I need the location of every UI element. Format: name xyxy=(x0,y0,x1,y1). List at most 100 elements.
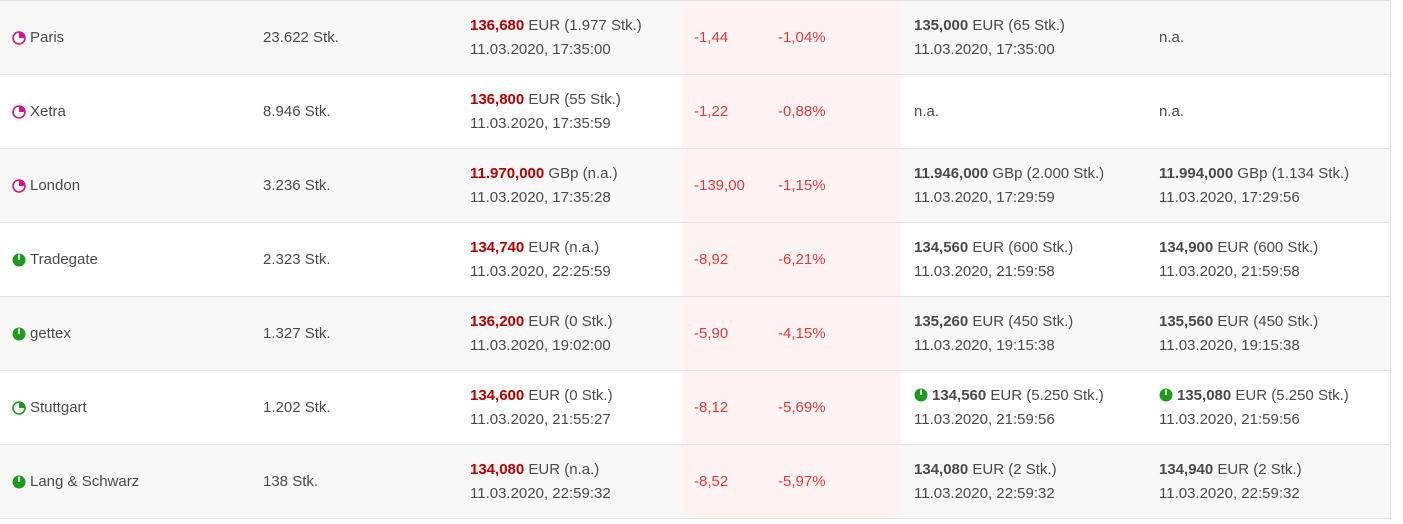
ask-unit: EUR (5.250 Stk.) xyxy=(1235,386,1349,404)
change-abs: -5,90 xyxy=(694,324,729,342)
bid-price: 135,000 xyxy=(914,16,969,34)
change-abs: -8,92 xyxy=(694,250,729,268)
last-price: 136,680 xyxy=(470,16,525,34)
bid-unit: EUR (600 Stk.) xyxy=(972,238,1074,256)
bid-cell: 135,260 EUR (450 Stk.) 11.03.2020, 19:15… xyxy=(914,297,1073,370)
bid-price: 134,560 xyxy=(914,238,969,256)
venue-cell[interactable]: London xyxy=(12,149,80,222)
ask-cell: 135,080 EUR (5.250 Stk.) 11.03.2020, 21:… xyxy=(1159,371,1349,444)
last-price-cell: 136,680 EUR (1.977 Stk.) 11.03.2020, 17:… xyxy=(470,1,642,74)
table-row: Stuttgart 1.202 Stk. 134,600 EUR (0 Stk.… xyxy=(0,371,1390,445)
last-price-cell: 134,740 EUR (n.a.) 11.03.2020, 22:25:59 xyxy=(470,223,611,296)
last-price-cell: 134,600 EUR (0 Stk.) 11.03.2020, 21:55:2… xyxy=(470,371,613,444)
ask-price: 134,940 xyxy=(1159,460,1214,478)
bid-cell: 11.946,000 GBp (2.000 Stk.) 11.03.2020, … xyxy=(914,149,1104,222)
table-row: Paris 23.622 Stk. 136,680 EUR (1.977 Stk… xyxy=(0,1,1390,75)
clock-green-icon xyxy=(1159,388,1173,401)
venue-cell[interactable]: gettex xyxy=(12,297,71,370)
change-pct: -6,21% xyxy=(778,250,826,268)
bid-price: 134,560 xyxy=(932,386,987,404)
last-unit: GBp (n.a.) xyxy=(548,164,618,182)
venue-name: Stuttgart xyxy=(30,398,87,416)
last-price-cell: 136,200 EUR (0 Stk.) 11.03.2020, 19:02:0… xyxy=(470,297,613,370)
ask-price: 11.994,000 xyxy=(1159,164,1234,182)
last-time: 11.03.2020, 21:55:27 xyxy=(470,410,611,428)
ask-time: 11.03.2020, 22:59:32 xyxy=(1159,484,1300,502)
change-pct: -5,69% xyxy=(778,398,826,416)
last-time: 11.03.2020, 17:35:00 xyxy=(470,40,611,58)
bid-time: 11.03.2020, 19:15:38 xyxy=(914,336,1055,354)
bid-cell: 135,000 EUR (65 Stk.) 11.03.2020, 17:35:… xyxy=(914,1,1065,74)
change-abs: -8,52 xyxy=(694,472,729,490)
last-unit: EUR (55 Stk.) xyxy=(528,90,621,108)
last-time: 11.03.2020, 17:35:28 xyxy=(470,188,611,206)
venue-cell[interactable]: Lang & Schwarz xyxy=(12,445,139,518)
venue-cell[interactable]: Stuttgart xyxy=(12,371,87,444)
change-pct: -1,15% xyxy=(778,176,826,194)
last-price: 134,080 xyxy=(470,460,525,478)
bid-unit: EUR (2 Stk.) xyxy=(972,460,1057,478)
ask-unit: EUR (2 Stk.) xyxy=(1217,460,1302,478)
ask-na: n.a. xyxy=(1159,28,1185,46)
ask-time: 11.03.2020, 21:59:56 xyxy=(1159,410,1300,428)
venue-name: Tradegate xyxy=(30,250,98,268)
venue-cell[interactable]: Xetra xyxy=(12,75,66,148)
clock-green-icon xyxy=(12,327,26,340)
ask-cell: 11.994,000 GBp (1.134 Stk.) 11.03.2020, … xyxy=(1159,149,1349,222)
venue-cell[interactable]: Tradegate xyxy=(12,223,98,296)
last-unit: EUR (0 Stk.) xyxy=(528,312,613,330)
change-highlight xyxy=(682,1,901,74)
venue-cell[interactable]: Paris xyxy=(12,1,64,74)
volume-cell: 1.202 Stk. xyxy=(263,398,331,416)
change-abs: -1,44 xyxy=(694,28,729,46)
bid-unit: EUR (450 Stk.) xyxy=(972,312,1074,330)
change-highlight xyxy=(682,297,901,370)
clock-green-icon xyxy=(914,388,928,401)
table-row: London 3.236 Stk. 11.970,000 GBp (n.a.) … xyxy=(0,149,1390,223)
bid-cell: n.a. xyxy=(914,75,939,148)
bid-cell: 134,080 EUR (2 Stk.) 11.03.2020, 22:59:3… xyxy=(914,445,1057,518)
change-highlight xyxy=(682,149,901,222)
bid-cell: 134,560 EUR (5.250 Stk.) 11.03.2020, 21:… xyxy=(914,371,1104,444)
last-price: 11.970,000 xyxy=(470,164,545,182)
bid-price: 134,080 xyxy=(914,460,969,478)
change-abs: -8,12 xyxy=(694,398,729,416)
bid-time: 11.03.2020, 22:59:32 xyxy=(914,484,1055,502)
last-unit: EUR (1.977 Stk.) xyxy=(528,16,642,34)
change-abs: -1,22 xyxy=(694,102,729,120)
volume-cell: 1.327 Stk. xyxy=(263,324,331,342)
ask-cell: 134,900 EUR (600 Stk.) 11.03.2020, 21:59… xyxy=(1159,223,1318,296)
bid-time: 11.03.2020, 17:29:59 xyxy=(914,188,1055,206)
volume-cell: 3.236 Stk. xyxy=(263,176,331,194)
ask-time: 11.03.2020, 17:29:56 xyxy=(1159,188,1300,206)
change-pct: -1,04% xyxy=(778,28,826,46)
volume-cell: 23.622 Stk. xyxy=(263,28,339,46)
last-time: 11.03.2020, 22:25:59 xyxy=(470,262,611,280)
change-pct: -0,88% xyxy=(778,102,826,120)
ask-na: n.a. xyxy=(1159,102,1185,120)
ask-time: 11.03.2020, 19:15:38 xyxy=(1159,336,1300,354)
change-pct: -4,15% xyxy=(778,324,826,342)
ask-price: 134,900 xyxy=(1159,238,1214,256)
last-price-cell: 136,800 EUR (55 Stk.) 11.03.2020, 17:35:… xyxy=(470,75,621,148)
change-highlight xyxy=(682,223,901,296)
clock-green-icon xyxy=(12,253,26,266)
ask-unit: GBp (1.134 Stk.) xyxy=(1237,164,1350,182)
last-time: 11.03.2020, 19:02:00 xyxy=(470,336,611,354)
last-time: 11.03.2020, 17:35:59 xyxy=(470,114,611,132)
last-unit: EUR (n.a.) xyxy=(528,460,600,478)
bid-time: 11.03.2020, 21:59:58 xyxy=(914,262,1055,280)
venue-name: Xetra xyxy=(30,102,66,120)
venue-name: Paris xyxy=(30,28,65,46)
change-highlight xyxy=(682,371,901,444)
change-abs: -139,00 xyxy=(694,176,745,194)
ask-cell: n.a. xyxy=(1159,75,1184,148)
bid-cell: 134,560 EUR (600 Stk.) 11.03.2020, 21:59… xyxy=(914,223,1073,296)
table-row: Xetra 8.946 Stk. 136,800 EUR (55 Stk.) 1… xyxy=(0,75,1390,149)
venue-name: London xyxy=(30,176,81,194)
ask-price: 135,560 xyxy=(1159,312,1214,330)
last-price-cell: 11.970,000 GBp (n.a.) 11.03.2020, 17:35:… xyxy=(470,149,618,222)
last-time: 11.03.2020, 22:59:32 xyxy=(470,484,611,502)
last-price-cell: 134,080 EUR (n.a.) 11.03.2020, 22:59:32 xyxy=(470,445,611,518)
